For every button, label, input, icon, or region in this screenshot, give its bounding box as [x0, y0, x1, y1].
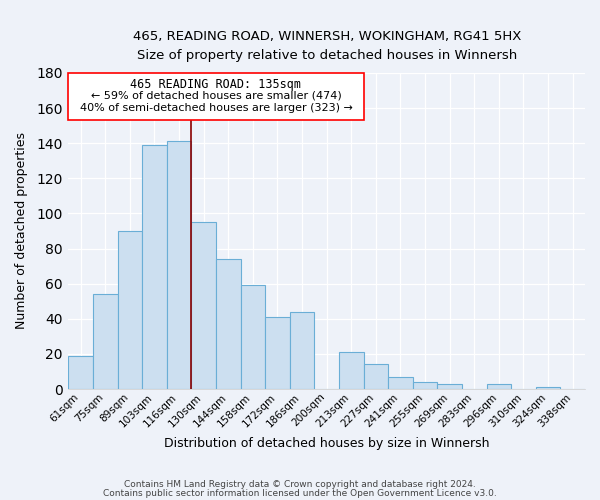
Bar — [388, 376, 413, 389]
Text: 465 READING ROAD: 135sqm: 465 READING ROAD: 135sqm — [130, 78, 301, 91]
Text: 40% of semi-detached houses are larger (323) →: 40% of semi-detached houses are larger (… — [80, 102, 352, 113]
FancyBboxPatch shape — [68, 73, 364, 120]
Bar — [68, 356, 93, 389]
Y-axis label: Number of detached properties: Number of detached properties — [15, 132, 28, 330]
Bar — [167, 142, 191, 389]
Bar — [487, 384, 511, 389]
Bar — [339, 352, 364, 389]
Text: ← 59% of detached houses are smaller (474): ← 59% of detached houses are smaller (47… — [91, 90, 341, 101]
Text: Contains public sector information licensed under the Open Government Licence v3: Contains public sector information licen… — [103, 488, 497, 498]
Bar — [437, 384, 462, 389]
Bar — [191, 222, 216, 389]
Bar — [413, 382, 437, 389]
Bar — [93, 294, 118, 389]
X-axis label: Distribution of detached houses by size in Winnersh: Distribution of detached houses by size … — [164, 437, 490, 450]
Bar — [364, 364, 388, 389]
Bar — [142, 145, 167, 389]
Bar — [241, 286, 265, 389]
Bar — [290, 312, 314, 389]
Bar — [216, 259, 241, 389]
Bar — [536, 388, 560, 389]
Bar — [265, 317, 290, 389]
Text: Contains HM Land Registry data © Crown copyright and database right 2024.: Contains HM Land Registry data © Crown c… — [124, 480, 476, 489]
Bar — [118, 231, 142, 389]
Title: 465, READING ROAD, WINNERSH, WOKINGHAM, RG41 5HX
Size of property relative to de: 465, READING ROAD, WINNERSH, WOKINGHAM, … — [133, 30, 521, 62]
